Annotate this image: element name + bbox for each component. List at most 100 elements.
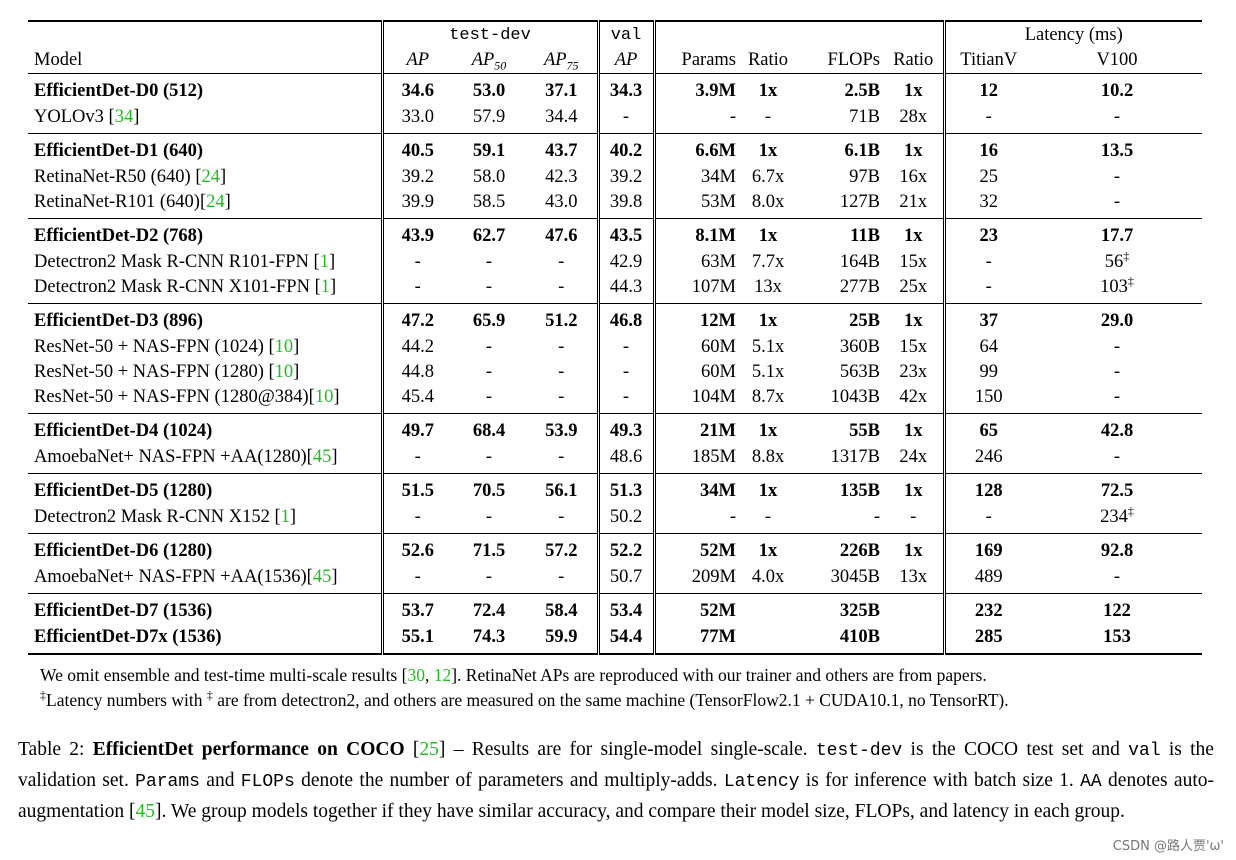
cell-ap75: 43.7 — [526, 133, 598, 165]
cell-titanv: 285 — [942, 625, 1032, 655]
cell-model: EfficientDet-D5 (1280) — [28, 473, 382, 505]
cell-ap50: 53.0 — [472, 81, 506, 101]
cell-ratio2: 1x — [884, 218, 944, 250]
cell-ap: 39.2 — [380, 165, 452, 190]
cell-titanv: 99 — [942, 360, 1032, 385]
cell-titanv: - — [942, 505, 1032, 534]
cell-titanv: 64 — [942, 335, 1032, 360]
cell-ap50: 71.5 — [452, 533, 526, 565]
cell-titanv: - — [942, 275, 1032, 304]
cell-model: YOLOv3 [34] — [34, 107, 140, 127]
results-table: test-dev val Latency (ms) Model AP AP50 … — [28, 20, 1202, 655]
cell-ratio2: 16x — [899, 167, 928, 187]
cell-params: - — [652, 105, 740, 134]
cell-val: 48.6 — [596, 445, 654, 474]
cell-ap: 40.5 — [380, 133, 452, 165]
cell-model: Detectron2 Mask R-CNN X101-FPN [1] — [34, 277, 337, 297]
cell-val: 52.2 — [596, 533, 654, 565]
cell-flops: 360B — [839, 337, 880, 357]
cell-params: 21M — [652, 413, 740, 445]
cell-v100: 13.5 — [1032, 133, 1202, 165]
cell-titanv: 37 — [942, 303, 1032, 335]
cell-ap50: 58.5 — [472, 192, 506, 212]
cell-params: 63M — [652, 250, 740, 275]
cell-ap: 55.1 — [380, 625, 452, 655]
col-flops: FLOPs — [827, 50, 880, 70]
cell-ratio1: 1x — [740, 533, 796, 565]
cell-ratio1: 1x — [740, 218, 796, 250]
cell-ap: 44.2 — [380, 335, 452, 360]
cell-flops: 2.5B — [844, 81, 880, 101]
cell-val: 40.2 — [596, 133, 654, 165]
cell-ap75: - — [558, 447, 565, 467]
cell-ap75: - — [558, 277, 565, 297]
cell-titanv: - — [942, 250, 1032, 275]
col-val-ap: AP — [596, 48, 654, 74]
cell-ratio2: 21x — [899, 192, 928, 212]
col-ratio-flops: Ratio — [893, 50, 934, 70]
cell-model: EfficientDet-D7x (1536) — [28, 625, 382, 655]
cell-model: ResNet-50 + NAS-FPN (1280@384)[10] — [34, 387, 340, 407]
cell-v100: - — [1113, 192, 1121, 212]
cell-flops: 226B — [796, 533, 884, 565]
cell-v100: - — [1113, 387, 1121, 407]
cell-ap50: 58.0 — [472, 167, 506, 187]
cell-flops: - — [873, 507, 880, 527]
cell-model: RetinaNet-R50 (640) [24] — [34, 167, 227, 187]
cell-val: 42.9 — [596, 250, 654, 275]
cell-v100: 56‡ — [1104, 248, 1130, 272]
cell-ratio2: 15x — [899, 252, 928, 272]
col-ratio-params: Ratio — [747, 50, 789, 70]
cell-val: - — [596, 385, 654, 414]
cell-v100: - — [1113, 362, 1121, 382]
cell-ratio1: - — [764, 507, 772, 527]
cell-ap50: - — [485, 447, 493, 467]
cell-ap50: 70.5 — [452, 473, 526, 505]
cell-model: ResNet-50 + NAS-FPN (1024) [10] — [34, 337, 300, 357]
cell-params: 53M — [652, 190, 740, 219]
cell-ap50: - — [485, 277, 493, 297]
cell-model: EfficientDet-D1 (640) — [28, 133, 382, 165]
cell-ap: 49.7 — [380, 413, 452, 445]
cell-model: AmoebaNet+ NAS-FPN +AA(1536)[45] — [34, 567, 338, 587]
cell-ratio1: 8.7x — [751, 387, 785, 407]
cell-flops: 25B — [796, 303, 884, 335]
cell-ap: 53.7 — [380, 593, 452, 625]
group-latency: Latency (ms) — [942, 20, 1202, 48]
cell-ap75: 51.2 — [526, 303, 598, 335]
cell-ap50: 74.3 — [452, 625, 526, 655]
cell-ratio2: 23x — [899, 362, 928, 382]
cell-ap50: - — [485, 387, 493, 407]
cell-ratio2: 1x — [884, 473, 944, 505]
cell-ap: - — [380, 445, 452, 474]
cell-flops: 135B — [796, 473, 884, 505]
table-row: ResNet-50 + NAS-FPN (1280) [10] 44.8- - -60… — [28, 360, 1202, 385]
cell-model: Detectron2 Mask R-CNN X152 [1] — [34, 507, 297, 527]
cell-params: 52M — [652, 593, 740, 625]
cell-ratio2: 15x — [899, 337, 928, 357]
cell-ap: 52.6 — [380, 533, 452, 565]
cell-val: - — [596, 335, 654, 360]
cell-flops: 563B — [839, 362, 880, 382]
cell-v100: 103‡ — [1100, 273, 1134, 297]
cell-v100: 10.2 — [1100, 81, 1134, 101]
cell-val: 34.3 — [596, 73, 654, 105]
table-notes: We omit ensemble and test-time multi-sca… — [40, 663, 1220, 713]
col-titanv: TitianV — [942, 48, 1032, 74]
cell-titanv: 150 — [942, 385, 1032, 414]
table-row: Detectron2 Mask R-CNN X101-FPN [1] - - - 44.… — [28, 275, 1202, 304]
cell-flops: 410B — [796, 625, 884, 655]
cell-ap50: - — [485, 252, 493, 272]
cell-ap: 39.9 — [380, 190, 452, 219]
cell-val: 50.7 — [596, 565, 654, 594]
cell-val: 44.3 — [596, 275, 654, 304]
cell-ratio1: 1x — [740, 413, 796, 445]
cell-val: 46.8 — [596, 303, 654, 335]
cell-params: - — [652, 505, 740, 534]
table-row: EfficientDet-D1 (640) 40.5 59.1 43.7 40.2 6.6… — [28, 133, 1202, 165]
cell-ap75: - — [558, 337, 565, 357]
table-row: EfficientDet-D4 (1024) 49.7 68.4 53.9 49.3 21… — [28, 413, 1202, 445]
cell-flops: 127B — [839, 192, 880, 212]
cell-ratio2: 1x — [884, 133, 944, 165]
cell-titanv: 169 — [942, 533, 1032, 565]
